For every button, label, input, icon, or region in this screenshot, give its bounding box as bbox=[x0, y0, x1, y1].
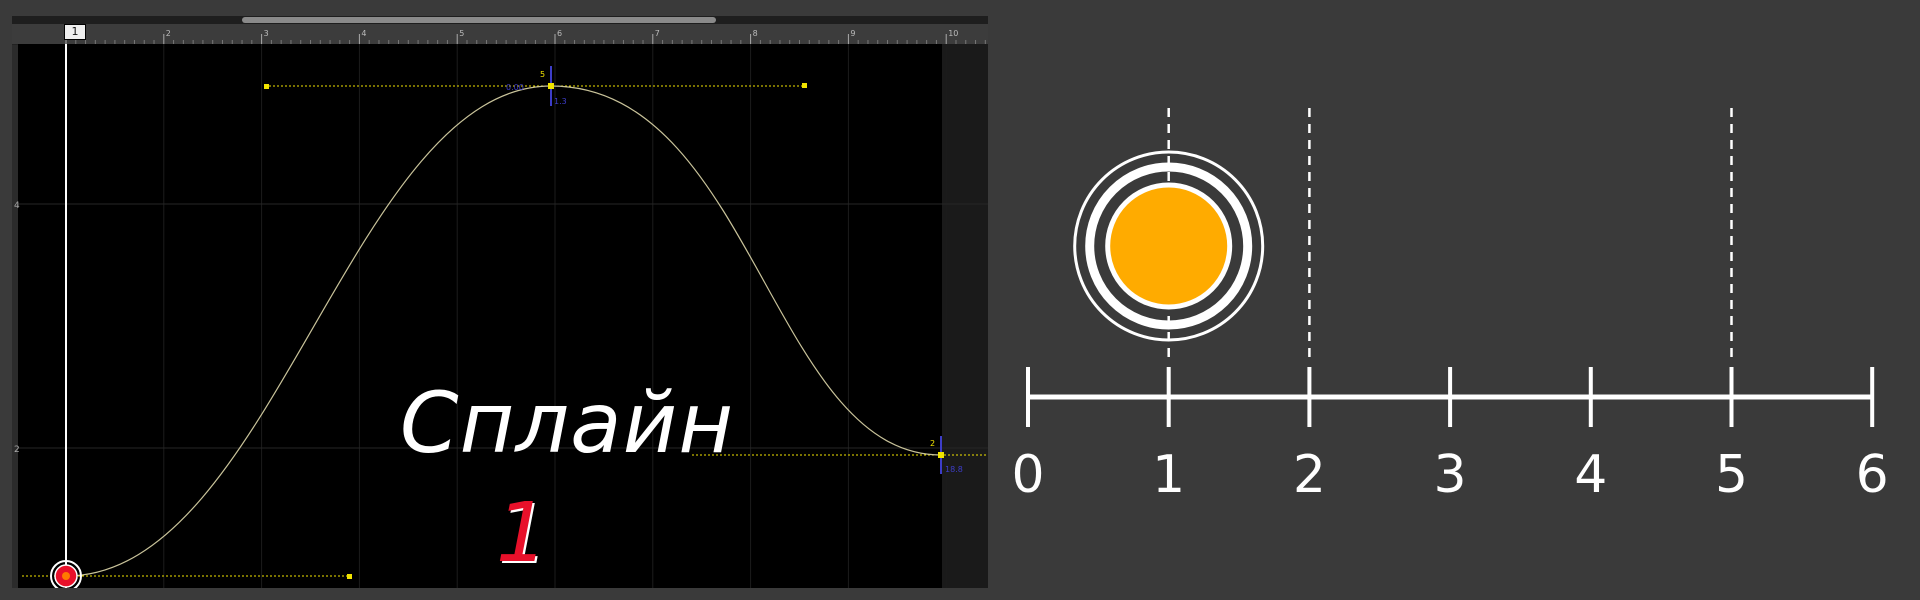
position-ball bbox=[1073, 150, 1265, 342]
peak-key-label: 5 bbox=[540, 70, 545, 79]
graph-grid bbox=[18, 44, 988, 588]
spline-title: Сплайн bbox=[399, 374, 735, 472]
peak-value-label: 1.3 bbox=[554, 97, 567, 106]
ruler-label: 4 bbox=[361, 29, 366, 38]
number-line-label: 5 bbox=[1715, 445, 1748, 505]
ruler-label: 2 bbox=[166, 29, 171, 38]
ruler-ticks: 2 3 4 5 6 7 8 9 10 bbox=[65, 29, 986, 44]
number-line-ticks: 0 1 2 3 4 5 6 bbox=[1011, 367, 1889, 505]
ruler-label: 9 bbox=[850, 29, 855, 38]
dashed-markers bbox=[1167, 108, 1733, 360]
peak-left-value: 0.00 bbox=[506, 83, 524, 92]
ruler-label: 5 bbox=[459, 29, 464, 38]
number-line-label: 2 bbox=[1293, 445, 1326, 505]
start-right-handle[interactable] bbox=[347, 574, 352, 579]
number-line-label: 3 bbox=[1434, 445, 1467, 505]
ruler-label: 7 bbox=[655, 29, 660, 38]
end-key-label: 2 bbox=[930, 439, 935, 448]
graph-out-of-range bbox=[942, 44, 988, 588]
end-keyframe[interactable] bbox=[938, 452, 944, 458]
curve-graph[interactable]: 4 2 5 0.00 1.3 2 18.8 bbox=[12, 44, 988, 588]
peak-right-handle[interactable] bbox=[802, 83, 807, 88]
value-label-2: 2 bbox=[14, 445, 20, 455]
number-line-diagram: 0 1 2 3 4 5 6 bbox=[1011, 108, 1889, 505]
number-line-label: 0 bbox=[1011, 445, 1044, 505]
spline-number: 1 bbox=[495, 486, 549, 581]
number-line-label: 4 bbox=[1574, 445, 1607, 505]
value-label-4: 4 bbox=[14, 201, 20, 211]
start-keyframe-ball[interactable] bbox=[50, 560, 82, 588]
peak-keyframe[interactable] bbox=[548, 83, 554, 89]
number-line-label: 1 bbox=[1152, 445, 1185, 505]
end-value-label: 18.8 bbox=[945, 465, 963, 474]
scrollbar-thumb[interactable] bbox=[242, 17, 716, 23]
ruler-label: 6 bbox=[557, 29, 562, 38]
number-line-label: 6 bbox=[1856, 445, 1889, 505]
animation-curve[interactable] bbox=[65, 85, 942, 577]
graph-background bbox=[18, 44, 988, 588]
ruler-label: 10 bbox=[948, 29, 958, 38]
timeline-scrollbar[interactable] bbox=[12, 16, 988, 24]
playhead-frame-label[interactable]: 1 bbox=[64, 24, 86, 40]
peak-left-handle[interactable] bbox=[264, 84, 269, 89]
ruler-label: 8 bbox=[753, 29, 758, 38]
frame-ruler[interactable]: 2 3 4 5 6 7 8 9 10 bbox=[12, 24, 988, 45]
ruler-label: 3 bbox=[264, 29, 269, 38]
